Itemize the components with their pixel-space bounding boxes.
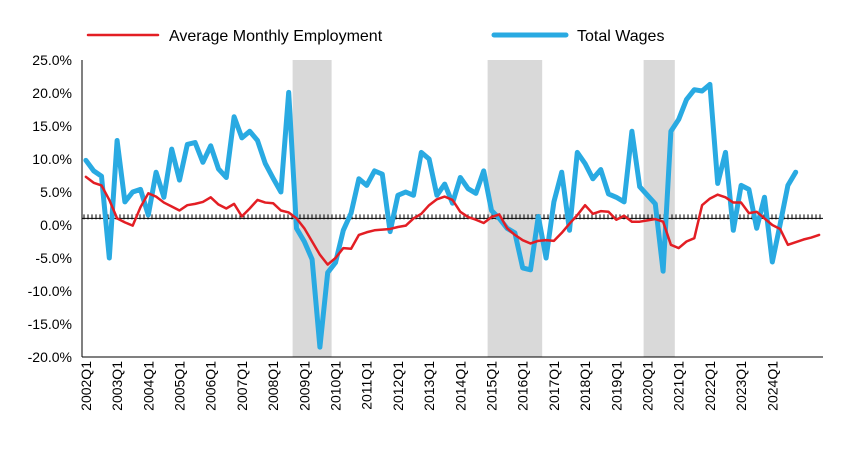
x-tick-label: 2002Q1 [78,361,94,411]
x-tick-label: 2012Q1 [390,361,406,411]
x-tick-label: 2023Q1 [733,361,749,411]
x-tick-label: 2020Q1 [640,361,656,411]
x-tick-label: 2015Q1 [484,361,500,411]
x-tick-label: 2021Q1 [671,361,687,411]
y-tick-label: 25.0% [32,52,72,68]
y-tick-label: -15.0% [28,316,72,332]
x-tick-label: 2003Q1 [109,361,125,411]
x-tick-label: 2017Q1 [546,361,562,411]
x-tick-label: 2018Q1 [577,361,593,411]
x-tick-label: 2008Q1 [265,361,281,411]
legend-label-average-monthly-employment: Average Monthly Employment [169,28,383,45]
y-tick-label: 5.0% [40,184,72,200]
x-tick-label: 2019Q1 [608,361,624,411]
x-tick-label: 2007Q1 [234,361,250,411]
x-tick-label: 2014Q1 [452,361,468,411]
y-tick-label: 20.0% [32,85,72,101]
y-tick-labels: -20.0% -15.0% -10.0% -5.0% 0.0% 5.0% 10.0% 15.0… [28,52,72,365]
x-tick-label: 2005Q1 [172,361,188,411]
legend: Average Monthly Employment Total Wages [86,28,664,45]
x-tick-label: 2006Q1 [203,361,219,411]
y-tick-label: -10.0% [28,283,72,299]
x-tick-labels: 2002Q1 2003Q1 2004Q1 2005Q1 2006Q1 2007Q1 2008… [78,361,780,411]
y-tick-label: 0.0% [40,217,72,233]
total-wages-line [83,81,799,350]
average-monthly-employment-line [84,175,821,266]
shaded-periods [292,60,675,357]
series-lines [83,81,821,350]
reference-line [82,214,823,220]
x-tick-label: 2024Q1 [764,361,780,411]
shaded-period-3 [643,60,675,357]
y-tick-label: 10.0% [32,151,72,167]
x-tick-label: 2013Q1 [421,361,437,411]
x-tick-label: 2004Q1 [140,361,156,411]
x-tick-label: 2010Q1 [328,361,344,411]
shaded-period-2 [487,60,543,357]
y-tick-label: 15.0% [32,118,72,134]
y-tick-label: -5.0% [35,250,72,266]
x-tick-label: 2009Q1 [296,361,312,411]
legend-label-total-wages: Total Wages [577,28,664,45]
x-tick-label: 2016Q1 [515,361,531,411]
y-tick-label: -20.0% [28,349,72,365]
x-tick-label: 2011Q1 [359,361,375,410]
axes [81,60,823,358]
x-tick-label: 2022Q1 [702,361,718,411]
